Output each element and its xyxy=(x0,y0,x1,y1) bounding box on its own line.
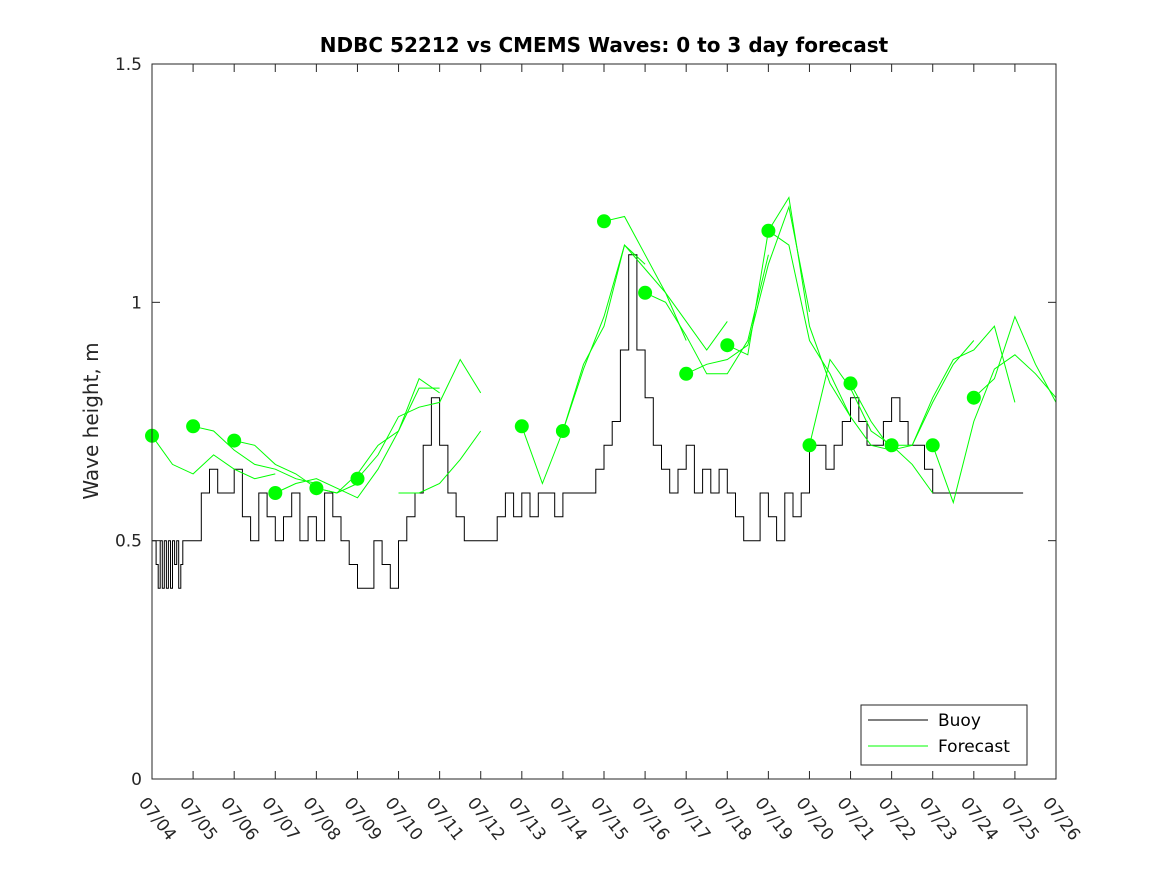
forecast-run-line xyxy=(727,229,851,417)
forecast-run-line xyxy=(275,377,440,499)
forecast-marker xyxy=(843,376,858,391)
plot-area xyxy=(145,196,1057,589)
y-axis-label: Wave height, m xyxy=(79,342,103,499)
y-tick-label: 1 xyxy=(131,293,142,313)
forecast-marker xyxy=(350,471,365,486)
forecast-marker xyxy=(638,285,653,300)
forecast-marker xyxy=(555,424,570,438)
forecast-run-line xyxy=(151,435,276,480)
forecast-run-line xyxy=(767,196,892,451)
forecast-run-line xyxy=(644,254,769,375)
y-axis: 0 0.5 1 1.5 xyxy=(115,55,1056,790)
forecast-marker xyxy=(925,438,940,453)
forecast-run-line xyxy=(316,387,440,494)
forecast-marker xyxy=(186,419,201,434)
forecast-marker xyxy=(268,486,283,500)
forecast-run-line xyxy=(357,358,482,480)
forecast-marker xyxy=(597,214,611,229)
y-tick-label: 1.5 xyxy=(115,55,142,75)
forecast-marker xyxy=(227,433,242,448)
forecast-marker xyxy=(720,338,735,353)
forecast-run-line xyxy=(685,205,810,375)
forecast-run-line xyxy=(973,315,1057,403)
legend-box xyxy=(860,704,1028,766)
y-tick-label: 0.5 xyxy=(115,532,142,552)
forecast-run-line xyxy=(398,430,482,494)
forecast-marker xyxy=(802,438,817,453)
forecast-marker xyxy=(884,438,899,453)
forecast-run-line xyxy=(192,425,317,484)
forecast-marker xyxy=(679,366,694,381)
y-tick-label: 0 xyxy=(131,770,142,790)
legend-buoy-label: Buoy xyxy=(938,711,981,731)
forecast-run-line xyxy=(809,358,934,494)
forecast-marker xyxy=(514,419,529,434)
legend: Buoy Forecast xyxy=(860,704,1028,766)
forecast-marker xyxy=(761,223,776,238)
forecast-run-line xyxy=(932,354,1057,505)
forecast-run-line xyxy=(603,215,728,351)
forecast-run-line xyxy=(891,325,1016,446)
chart-title: NDBC 52212 vs CMEMS Waves: 0 to 3 day fo… xyxy=(320,33,889,57)
forecast-marker xyxy=(966,390,981,405)
forecast-marker xyxy=(309,481,324,496)
legend-forecast-label: Forecast xyxy=(938,737,1010,757)
buoy-series-line xyxy=(152,254,1024,589)
